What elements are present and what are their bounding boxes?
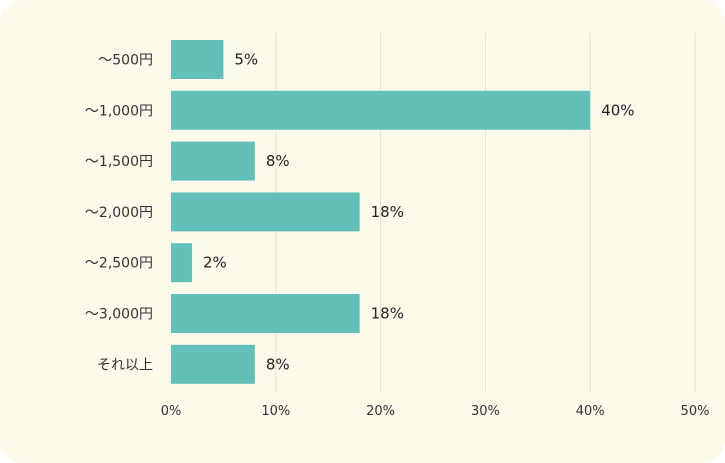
x-axis-ticks: 0% 10% 20% 30% 40% 50% xyxy=(161,404,710,419)
category-label: ～3,000円 xyxy=(85,307,153,323)
x-tick-label: 10% xyxy=(261,404,290,419)
x-tick-label: 30% xyxy=(471,404,500,419)
value-label: 2% xyxy=(203,254,227,272)
bar xyxy=(171,344,255,384)
category-label: ～1,500円 xyxy=(85,154,153,170)
bars xyxy=(171,40,591,384)
value-label: 18% xyxy=(371,305,404,323)
category-label: それ以上 xyxy=(97,357,153,373)
value-label: 8% xyxy=(266,152,290,170)
x-tick-label: 40% xyxy=(576,404,605,419)
bar xyxy=(171,294,360,333)
bar xyxy=(171,141,255,181)
category-labels: ～500円 ～1,000円 ～1,500円 ～2,000円 ～2,500円 ～3,000円… xyxy=(85,53,153,374)
value-labels: 5% 40% 8% 18% 2% 18% 8% xyxy=(203,51,635,374)
x-tick-label: 50% xyxy=(681,404,710,419)
bar xyxy=(171,192,360,232)
bar xyxy=(171,90,591,130)
x-tick-label: 20% xyxy=(366,404,395,419)
bar xyxy=(171,243,192,283)
x-tick-label: 0% xyxy=(161,404,182,419)
value-label: 40% xyxy=(601,101,634,119)
value-label: 18% xyxy=(371,203,404,221)
bar xyxy=(171,40,224,79)
category-label: ～500円 xyxy=(98,53,153,69)
category-label: ～1,000円 xyxy=(85,103,153,119)
value-label: 5% xyxy=(234,51,258,69)
category-label: ～2,000円 xyxy=(85,205,153,221)
value-label: 8% xyxy=(266,355,290,373)
category-label: ～2,500円 xyxy=(85,256,153,272)
